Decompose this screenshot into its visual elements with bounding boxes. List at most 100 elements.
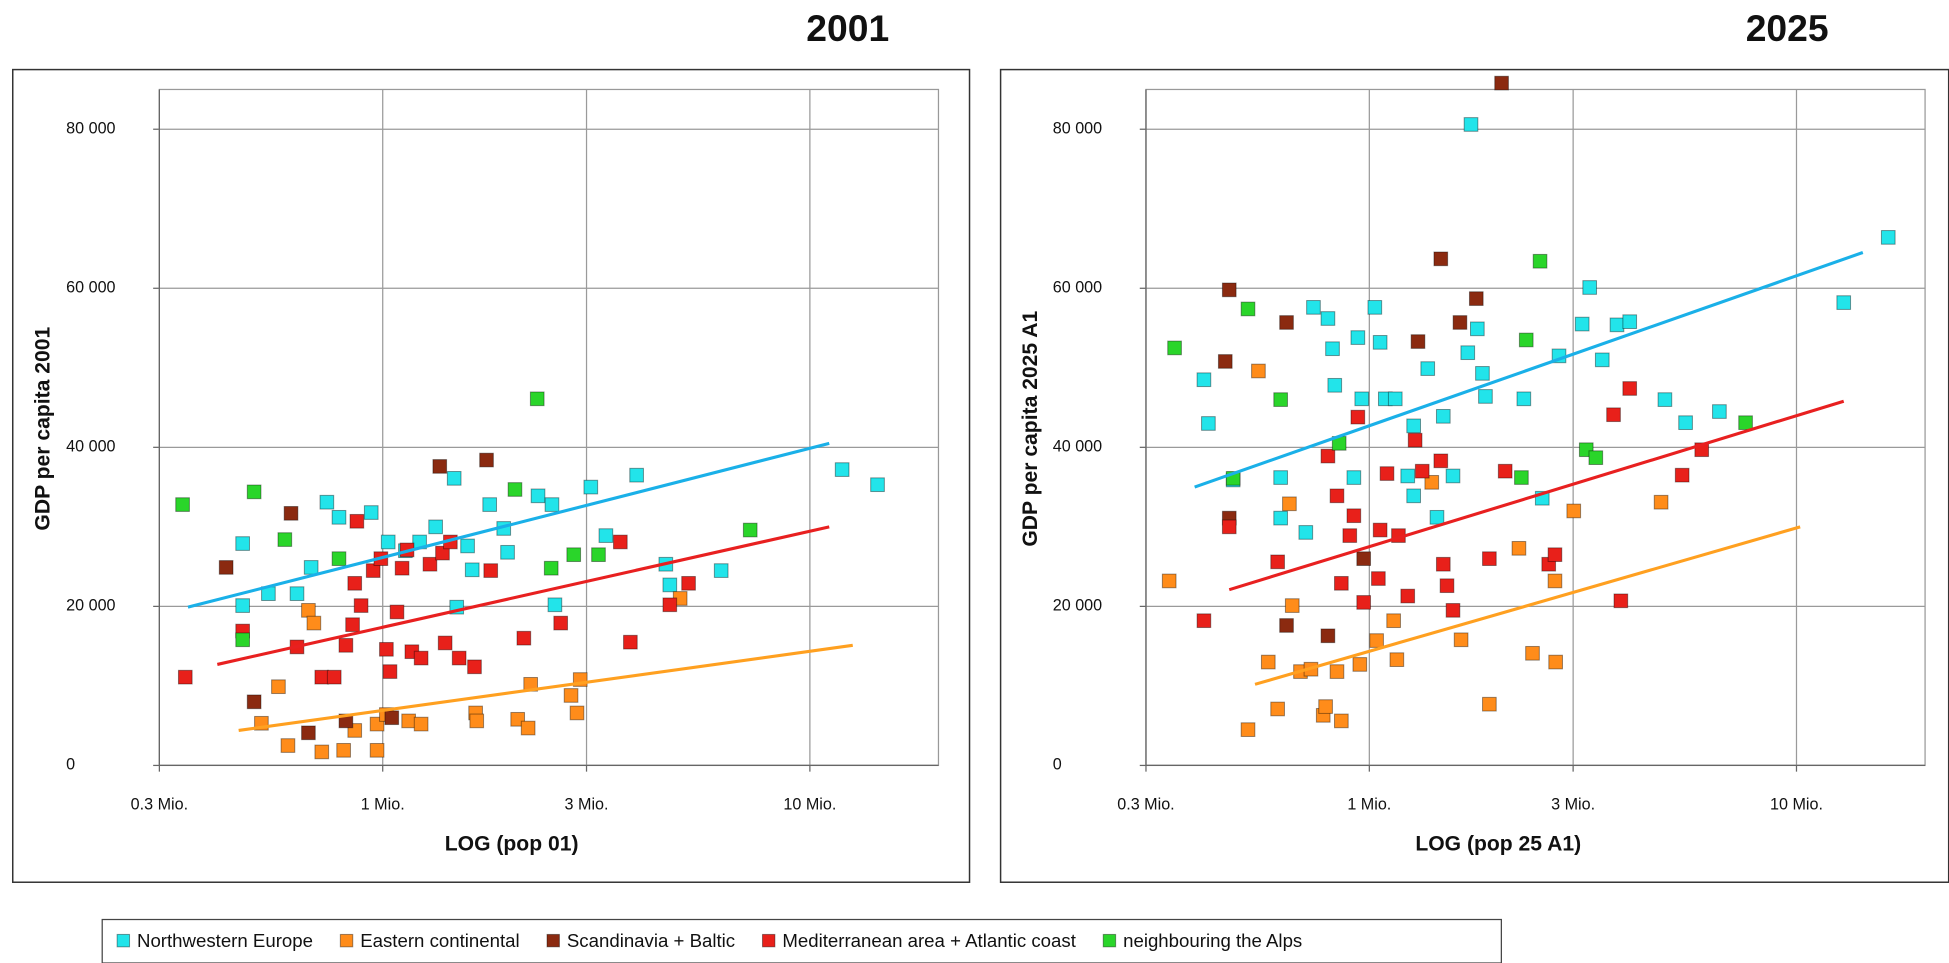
x-tick-label: 3 Mio. [1551, 795, 1595, 813]
data-point [389, 604, 405, 620]
data-point [834, 462, 850, 477]
data-point [662, 597, 678, 613]
data-point [1251, 363, 1266, 379]
legend-swatch [546, 933, 560, 948]
data-point [1279, 618, 1294, 633]
data-point [175, 497, 190, 512]
data-point [1511, 540, 1527, 556]
data-point [544, 497, 560, 512]
y-axis-label: GDP per capita 2001 [31, 327, 54, 531]
data-point [369, 742, 385, 758]
legend-swatch [761, 933, 776, 948]
data-point [347, 575, 363, 591]
data-point [1329, 488, 1345, 504]
data-point [246, 694, 262, 710]
data-point [1196, 372, 1212, 388]
data-point [1435, 556, 1451, 572]
data-point [1566, 503, 1582, 519]
data-point [1161, 573, 1177, 589]
data-point [1327, 377, 1343, 393]
data-point [1478, 389, 1493, 404]
data-point [218, 560, 234, 575]
data-point [1433, 453, 1449, 469]
data-point [1167, 340, 1182, 356]
data-point [401, 713, 416, 729]
data-point [1594, 352, 1610, 368]
data-point [338, 638, 354, 653]
data-point [1325, 341, 1340, 357]
data-point [1407, 432, 1423, 448]
data-point [467, 659, 482, 675]
data-point [1622, 381, 1638, 396]
data-point [1678, 415, 1693, 431]
data-point [432, 459, 448, 474]
x-tick-label: 0.3 Mio. [131, 795, 188, 813]
trend-line [1228, 399, 1845, 592]
data-point [1320, 448, 1336, 464]
data-point [1273, 392, 1288, 407]
data-point [1346, 470, 1362, 485]
x-tick-label: 1 Mio. [361, 795, 405, 813]
trend-line [1194, 251, 1864, 489]
data-point [1320, 628, 1336, 644]
data-point [1352, 657, 1368, 672]
data-point [1400, 588, 1416, 604]
data-point [1674, 467, 1690, 483]
data-point [1306, 300, 1321, 315]
data-point [483, 563, 499, 578]
data-point [1622, 314, 1638, 330]
data-point [1273, 470, 1288, 485]
data-point [507, 482, 523, 497]
data-point [289, 586, 305, 601]
data-point [598, 528, 614, 543]
data-point [451, 650, 467, 666]
data-point [382, 664, 398, 679]
data-point [1318, 699, 1333, 714]
data-point [569, 705, 585, 721]
data-point [1367, 300, 1383, 315]
data-point [482, 497, 498, 512]
data-point [177, 669, 193, 685]
legend-label: neighbouring the Alps [1123, 930, 1302, 951]
data-point [1582, 280, 1598, 295]
data-point [413, 716, 429, 732]
data-point [1475, 366, 1490, 381]
data-point [277, 532, 293, 547]
data-point [1240, 722, 1256, 737]
data-point [870, 477, 885, 493]
data-point [583, 479, 599, 495]
data-point [1406, 488, 1422, 504]
data-point [1356, 551, 1372, 566]
data-point [1342, 528, 1358, 543]
data-point [384, 710, 400, 726]
data-point [1389, 652, 1405, 667]
data-point [1270, 701, 1285, 717]
data-point [520, 720, 536, 736]
data-point [331, 509, 347, 525]
legend-swatch [116, 933, 131, 948]
data-point [1470, 321, 1485, 337]
data-point [1518, 332, 1534, 348]
data-point [1482, 696, 1497, 712]
y-tick-label: 40 000 [1053, 438, 1102, 456]
data-point [235, 598, 250, 613]
data-point [1606, 407, 1621, 423]
data-point [422, 556, 438, 572]
data-point [1221, 282, 1237, 298]
data-point [283, 506, 299, 521]
data-point [301, 603, 316, 618]
data-point [553, 615, 569, 631]
data-point [394, 560, 410, 576]
data-point [530, 488, 546, 504]
data-point [1468, 291, 1484, 306]
data-point [365, 563, 381, 578]
data-point [469, 713, 485, 729]
x-axis-label: LOG (pop 01) [445, 833, 579, 856]
x-tick-label: 3 Mio. [565, 795, 609, 813]
data-point [1494, 75, 1509, 91]
data-point [1284, 598, 1300, 613]
data-point [331, 551, 347, 566]
data-point [1547, 547, 1563, 563]
data-point [1609, 317, 1625, 333]
